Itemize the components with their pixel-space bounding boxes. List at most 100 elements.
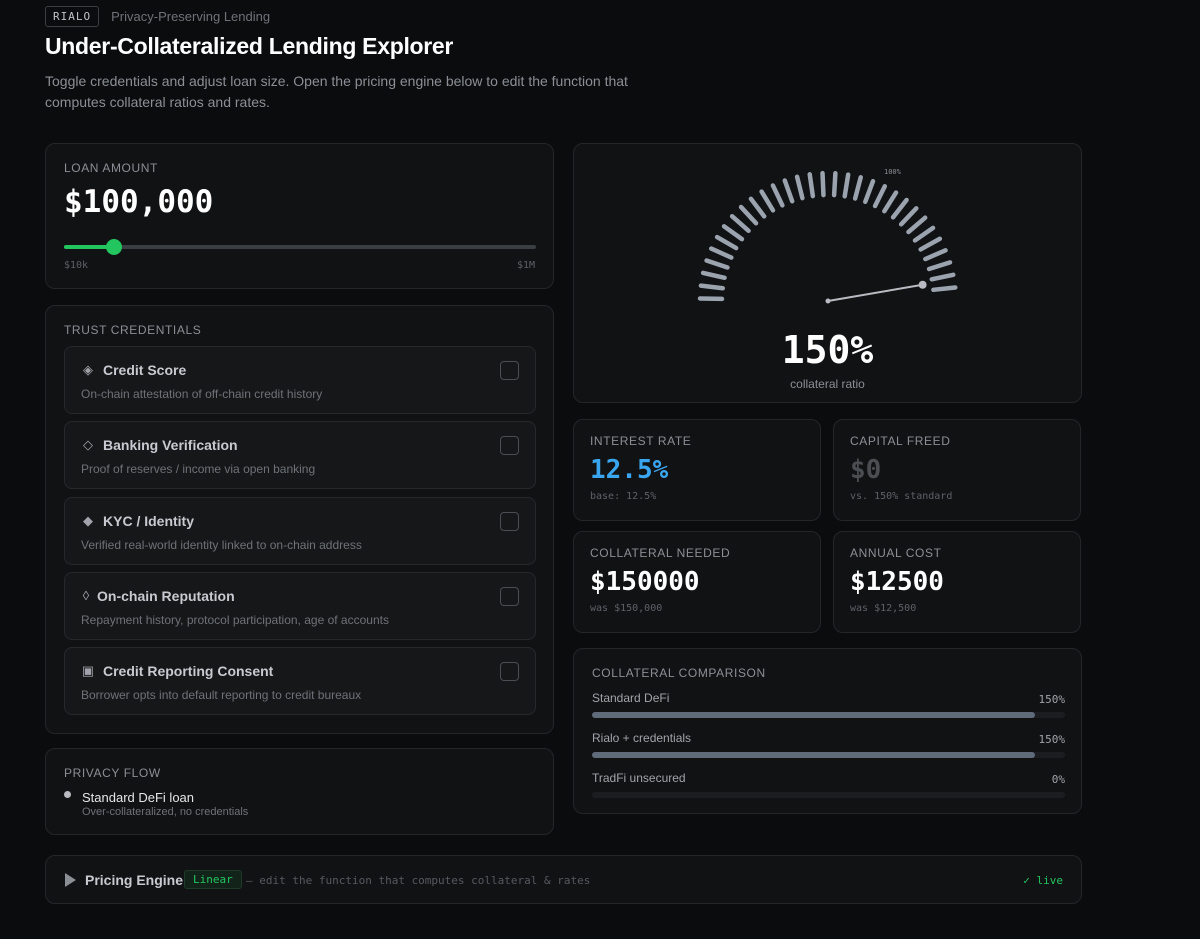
gauge-tick: [708, 246, 734, 260]
pricing-engine-toggle[interactable]: Pricing Engine Linear — edit the functio…: [45, 855, 1082, 904]
pricing-engine-title[interactable]: Pricing Engine: [85, 872, 184, 888]
gauge-tick: [714, 234, 739, 251]
onchain-reputation-icon: ◊: [82, 588, 90, 603]
gauge-tick: [931, 285, 958, 293]
comparison-row-rialo: Rialo + credentials 150%: [592, 731, 1065, 761]
gauge-tick: [759, 189, 776, 213]
page-title: Under-Collateralized Lending Explorer: [45, 33, 454, 59]
banking-verification-checkbox[interactable]: [500, 436, 519, 455]
kyc-identity-icon: ◆: [83, 513, 93, 528]
credential-desc: Proof of reserves / income via open bank…: [81, 462, 316, 476]
gauge-tick: [729, 213, 751, 234]
slider-max-label: $1M: [516, 260, 535, 271]
gauge-needle-tip: [918, 280, 927, 289]
engine-hint: — edit the function that computes collat…: [246, 874, 591, 887]
comparison-bar: [592, 752, 1065, 758]
annual-cost-value: $12500: [850, 567, 944, 597]
comparison-name: TradFi unsecured: [592, 771, 686, 785]
loan-amount-label: LOAN AMOUNT: [64, 161, 158, 175]
comparison-value: 150%: [1038, 733, 1066, 746]
banking-verification-icon: ◇: [83, 437, 93, 452]
gauge-tick: [738, 204, 759, 226]
credit-score-icon: ◈: [83, 362, 93, 377]
gauge-tick: [698, 283, 726, 291]
gauge-tick: [906, 215, 928, 235]
credential-desc: Verified real-world identity linked to o…: [81, 538, 362, 552]
credential-onchain-reputation[interactable]: ◊ On-chain Reputation Repayment history,…: [64, 572, 536, 640]
gauge-tick: [794, 174, 805, 201]
top-bar: RIALO Privacy-Preserving Lending: [45, 6, 270, 27]
gauge-marker-label: 100%: [884, 168, 902, 176]
gauge-tick: [926, 260, 953, 272]
gauge-tick: [852, 175, 864, 201]
gauge-dial: 100%: [697, 168, 958, 304]
collateral-needed-value: $150000: [590, 567, 700, 597]
comparison-bar: [592, 792, 1065, 798]
gauge-tick: [898, 206, 919, 227]
collateral-needed-sub: was $150,000: [590, 603, 663, 614]
kyc-identity-checkbox[interactable]: [500, 512, 519, 531]
credential-name: Credit Reporting Consent: [103, 663, 274, 679]
comparison-name: Standard DeFi: [592, 691, 670, 705]
capital-freed-value: $0: [850, 455, 882, 485]
gauge-tick: [700, 270, 727, 281]
comparison-row-tradfi: TradFi unsecured 0%: [592, 771, 1065, 801]
flow-step-name: Standard DeFi loan: [82, 790, 195, 805]
interest-rate-label: INTEREST RATE: [590, 434, 692, 448]
credit-score-checkbox[interactable]: [500, 361, 519, 380]
collateral-comparison-label: COLLATERAL COMPARISON: [592, 666, 766, 680]
collateral-ratio-value: 150%: [781, 328, 874, 372]
collateral-comparison-card: COLLATERAL COMPARISON Standard DeFi 150%…: [573, 648, 1082, 814]
gauge-tick: [923, 248, 948, 262]
credential-name: On-chain Reputation: [97, 588, 235, 604]
capital-freed-card: CAPITAL FREED $0 vs. 150% standard: [833, 419, 1081, 521]
loan-amount-slider[interactable]: [64, 236, 536, 258]
credential-credit-reporting-consent[interactable]: ▣ Credit Reporting Consent Borrower opts…: [64, 647, 536, 715]
gauge-tick: [770, 183, 785, 208]
interest-rate-value: 12.5%: [590, 455, 669, 485]
gauge-tick: [704, 258, 730, 270]
gauge-tick: [890, 197, 909, 220]
credential-credit-score[interactable]: ◈ Credit Score On-chain attestation of o…: [64, 346, 536, 414]
privacy-flow-card: PRIVACY FLOW Standard DeFi loan Over-col…: [45, 748, 554, 835]
credential-name: Credit Score: [103, 362, 187, 378]
comparison-bar-fill: [592, 752, 1036, 758]
credit-reporting-icon: ▣: [81, 663, 95, 678]
credit-reporting-checkbox[interactable]: [500, 662, 519, 681]
gauge-tick: [831, 170, 838, 198]
credential-name: KYC / Identity: [103, 513, 195, 529]
trust-credentials-label: TRUST CREDENTIALS: [64, 323, 202, 337]
expand-triangle-icon[interactable]: [65, 873, 76, 887]
gauge-tick: [807, 172, 816, 199]
live-status: ✓ live: [1023, 874, 1063, 887]
credential-kyc-identity[interactable]: ◆ KYC / Identity Verified real-world ide…: [64, 497, 536, 565]
credential-name: Banking Verification: [103, 437, 238, 453]
slider-min-label: $10k: [64, 260, 89, 271]
loan-amount-value: $100,000: [64, 184, 214, 220]
comparison-bar: [592, 712, 1065, 718]
annual-cost-card: ANNUAL COST $12500 was $12,500: [833, 531, 1081, 633]
brand-badge: RIALO: [45, 6, 100, 27]
gauge-tick: [782, 178, 795, 204]
collateral-ratio-caption: collateral ratio: [790, 377, 865, 391]
gauge-ticks: [697, 170, 958, 302]
slider-track[interactable]: [64, 245, 536, 249]
gauge-tick: [882, 190, 899, 214]
interest-rate-sub: base: 12.5%: [590, 491, 657, 502]
collateral-needed-card: COLLATERAL NEEDED $150000 was $150,000: [573, 531, 821, 633]
onchain-reputation-checkbox[interactable]: [500, 587, 519, 606]
gauge-tick: [872, 184, 888, 209]
capital-freed-sub: vs. 150% standard: [850, 491, 953, 502]
credential-banking-verification[interactable]: ◇ Banking Verification Proof of reserves…: [64, 421, 536, 489]
trust-credentials-card: TRUST CREDENTIALS ◈ Credit Score On-chai…: [45, 305, 554, 734]
gauge-tick: [820, 170, 826, 198]
gauge-tick: [721, 224, 745, 242]
slider-thumb[interactable]: [105, 239, 122, 255]
gauge-needle: [827, 283, 923, 302]
collateral-needed-label: COLLATERAL NEEDED: [590, 546, 731, 560]
gauge-tick: [863, 178, 876, 205]
engine-type-badge: Linear: [184, 870, 242, 889]
gauge-tick: [918, 236, 943, 252]
interest-rate-card: INTEREST RATE 12.5% base: 12.5%: [573, 419, 821, 521]
page-description: Toggle credentials and adjust loan size.…: [45, 73, 628, 110]
